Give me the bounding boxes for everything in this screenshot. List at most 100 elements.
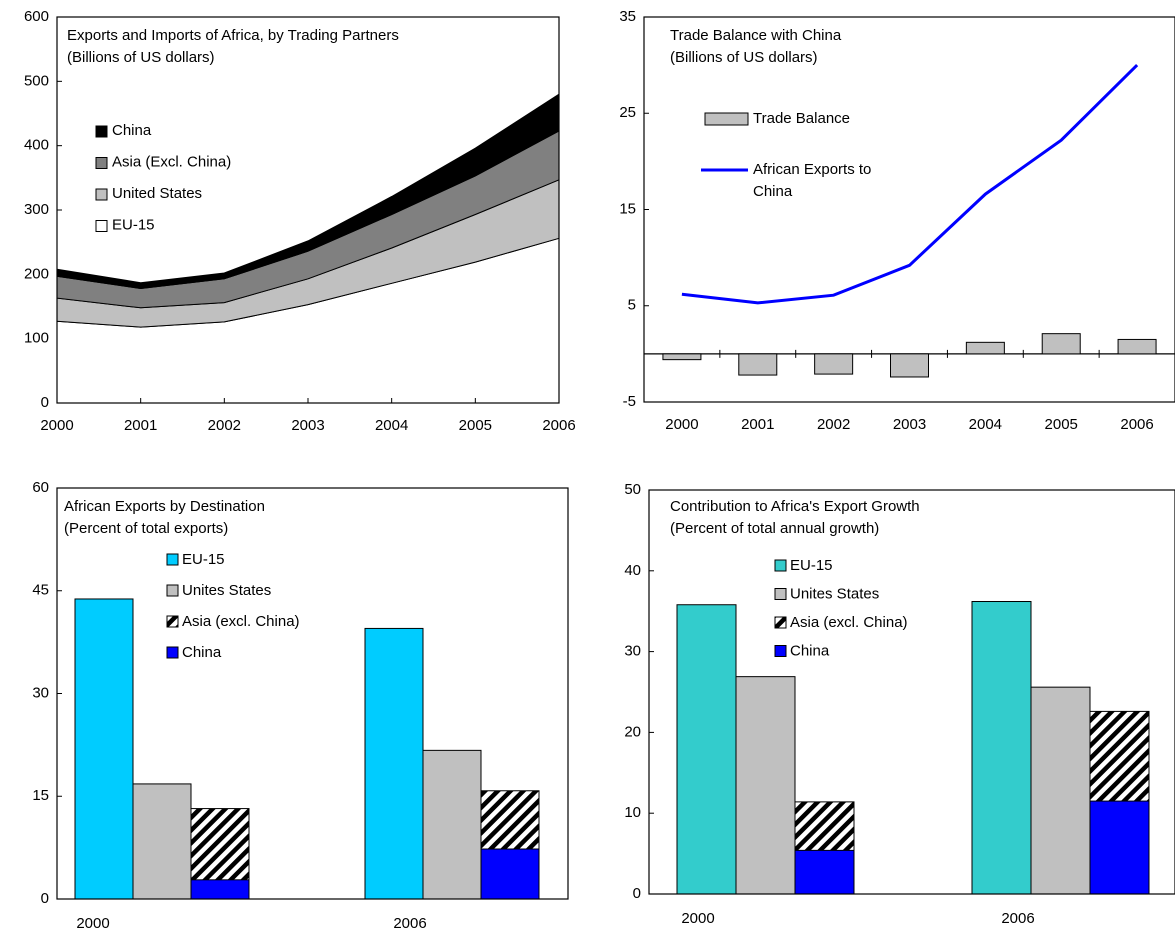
y-tick-label: 15 — [32, 787, 49, 804]
bar — [132, 783, 192, 900]
x-tick-label: 2006 — [1001, 910, 1034, 927]
y-tick-label: 50 — [624, 481, 641, 498]
bar — [364, 627, 424, 900]
plot-frame — [56, 487, 569, 900]
legend-label: Unites States — [790, 585, 879, 602]
x-tick-label: 2001 — [124, 417, 157, 434]
x-tick-label: 2003 — [291, 417, 324, 434]
y-tick-label: 400 — [24, 137, 49, 154]
legend-label: Trade Balance — [753, 110, 850, 127]
x-tick-label: 2000 — [76, 915, 109, 932]
y-tick-label: 20 — [624, 723, 641, 740]
x-tick-label: 2002 — [817, 416, 850, 433]
legend-label: EU-15 — [182, 551, 225, 568]
x-tick-label: 2001 — [741, 416, 774, 433]
y-tick-label: 15 — [619, 200, 636, 217]
line-series — [681, 64, 1139, 305]
bar — [1030, 686, 1091, 895]
plot-frame — [56, 16, 560, 404]
legend-swatch — [774, 616, 787, 629]
legend-swatch — [704, 112, 749, 126]
x-tick-label: 2000 — [665, 416, 698, 433]
bar — [480, 848, 540, 900]
legend-swatch — [166, 553, 179, 566]
y-tick-label: 600 — [24, 8, 49, 25]
x-tick-label: 2003 — [893, 416, 926, 433]
legend-label: China — [790, 642, 830, 659]
x-tick-label: 2005 — [459, 417, 492, 434]
y-tick-label: -5 — [623, 393, 636, 410]
legend-label: China — [182, 644, 222, 661]
legend-swatch — [774, 559, 787, 572]
bar — [1117, 338, 1157, 355]
chart-title: Exports and Imports of Africa, by Tradin… — [67, 27, 399, 44]
legend-swatch — [166, 646, 179, 659]
chart-subtitle: (Percent of total annual growth) — [670, 520, 879, 537]
x-tick-label: 2000 — [681, 910, 714, 927]
x-tick-label: 2006 — [393, 915, 426, 932]
legend-swatch — [166, 615, 179, 628]
legend-swatch — [95, 220, 108, 232]
x-tick-label: 2002 — [208, 417, 241, 434]
plot-frame — [648, 489, 1175, 895]
chart-subtitle: (Percent of total exports) — [64, 520, 228, 537]
bar — [1089, 800, 1150, 895]
bar — [738, 353, 778, 376]
y-tick-label: 0 — [41, 394, 49, 411]
legend-label: United States — [112, 185, 202, 202]
x-tick-label: 2004 — [375, 417, 408, 434]
bar — [676, 604, 737, 895]
legend-label: China — [112, 122, 152, 139]
legend-swatch — [95, 157, 108, 169]
chart-subtitle: (Billions of US dollars) — [670, 49, 818, 66]
bar — [190, 879, 250, 900]
bar — [814, 353, 854, 375]
legend-swatch — [95, 188, 108, 201]
y-tick-label: 5 — [628, 297, 636, 314]
legend-label: Asia (Excl. China) — [112, 153, 231, 170]
x-tick-label: 2006 — [542, 417, 575, 434]
x-tick-label: 2000 — [40, 417, 73, 434]
y-tick-label: 45 — [32, 582, 49, 599]
y-tick-label: 30 — [32, 684, 49, 701]
legend-label: Asia (excl. China) — [790, 614, 908, 631]
legend-swatch — [774, 588, 787, 600]
legend-label: China — [753, 183, 793, 200]
y-tick-label: 25 — [619, 104, 636, 121]
x-tick-label: 2004 — [969, 416, 1002, 433]
y-tick-label: 100 — [24, 330, 49, 347]
y-tick-label: 300 — [24, 201, 49, 218]
legend-swatch — [95, 125, 108, 138]
bar — [971, 601, 1032, 895]
bar — [890, 353, 929, 378]
bar — [74, 598, 134, 900]
y-tick-label: 30 — [624, 643, 641, 660]
legend-label: Asia (excl. China) — [182, 613, 300, 630]
x-tick-label: 2006 — [1120, 416, 1153, 433]
x-tick-label: 2005 — [1045, 416, 1078, 433]
y-tick-label: 40 — [624, 562, 641, 579]
bar — [794, 849, 855, 895]
y-tick-label: 60 — [32, 479, 49, 496]
chart-title: African Exports by Destination — [64, 498, 265, 515]
legend-swatch — [774, 645, 787, 657]
y-tick-label: 35 — [619, 8, 636, 25]
y-tick-label: 10 — [624, 804, 641, 821]
chart-subtitle: (Billions of US dollars) — [67, 49, 215, 66]
bar — [422, 749, 482, 900]
legend-label: African Exports to — [753, 161, 871, 178]
legend-label: EU-15 — [790, 557, 833, 574]
legend-label: Unites States — [182, 582, 271, 599]
bar — [1041, 333, 1081, 355]
y-tick-label: 500 — [24, 72, 49, 89]
y-tick-label: 0 — [41, 890, 49, 907]
legend-label: EU-15 — [112, 216, 155, 233]
bar — [735, 676, 796, 895]
legend-swatch — [166, 584, 179, 597]
chart-title: Contribution to Africa's Export Growth — [670, 498, 920, 515]
y-tick-label: 200 — [24, 265, 49, 282]
plot-frame — [643, 16, 1175, 403]
y-tick-label: 0 — [633, 885, 641, 902]
bar — [662, 353, 702, 361]
